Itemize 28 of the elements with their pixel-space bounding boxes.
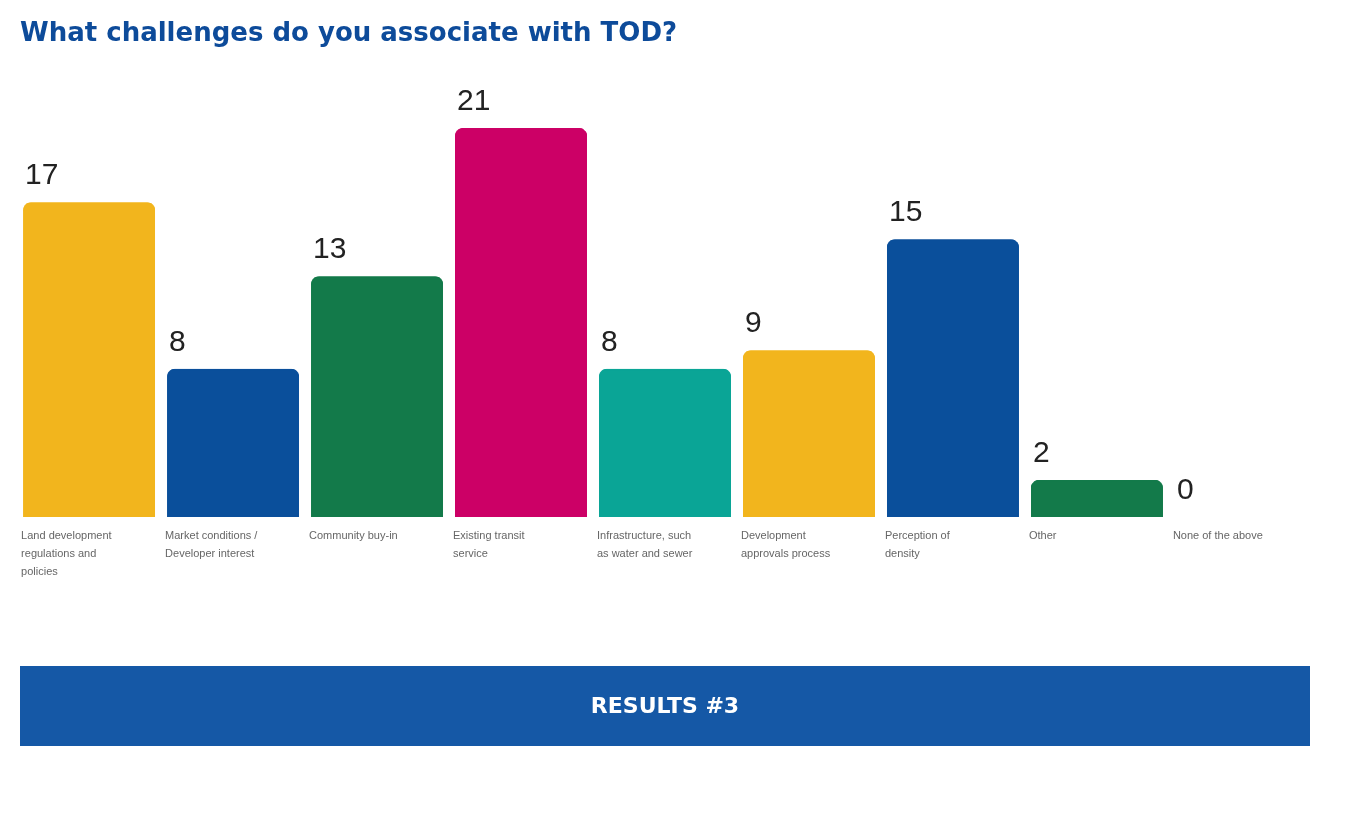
x-tick-label: Land development regulations and policies xyxy=(21,528,112,577)
data-label: 15 xyxy=(888,194,923,228)
x-tick-label: Existing transit service xyxy=(453,528,525,559)
x-tick-label: Community buy-in xyxy=(309,528,398,541)
x-tick-label: None of the above xyxy=(1172,528,1263,541)
data-label: 8 xyxy=(601,323,618,357)
x-tick-label: Market conditions / Developer interest xyxy=(165,528,259,559)
bar xyxy=(1030,479,1163,517)
text: RESULTS #3 xyxy=(590,693,740,718)
x-tick-label: Other xyxy=(1028,528,1057,541)
bar xyxy=(311,276,444,517)
bar xyxy=(23,202,156,517)
x-tick-label: Development approvals process xyxy=(740,528,831,559)
data-label: 17 xyxy=(25,157,59,191)
data-label: 13 xyxy=(313,231,347,265)
data-label: 0 xyxy=(1176,472,1194,505)
bar xyxy=(599,368,731,517)
bar xyxy=(455,128,588,517)
data-label: 9 xyxy=(744,305,762,339)
x-tick-label: Infrastructure, such as water and sewer xyxy=(597,528,693,559)
data-label: 21 xyxy=(457,83,491,117)
bar xyxy=(167,368,300,517)
bar xyxy=(742,350,875,517)
bar xyxy=(886,239,1019,517)
chart-title: What challenges do you associate with TOD? xyxy=(20,17,678,48)
x-tick-label: Perception of density xyxy=(884,528,951,559)
data-label: 8 xyxy=(169,323,186,357)
data-label: 2 xyxy=(1032,434,1050,468)
